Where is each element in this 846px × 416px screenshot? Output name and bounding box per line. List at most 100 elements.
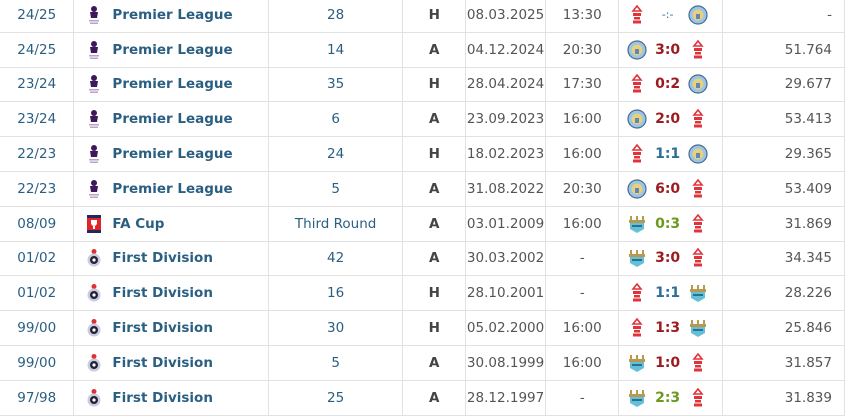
season-link[interactable]: 23/24 <box>0 101 75 138</box>
score-link[interactable]: 1:0 <box>655 354 681 371</box>
away-manchester-city-crest-icon[interactable] <box>688 144 708 164</box>
home-nottingham-forest-crest-icon[interactable] <box>627 144 647 164</box>
matchday-link[interactable]: 6 <box>267 101 404 138</box>
season-link[interactable]: 22/23 <box>0 136 75 172</box>
matchday-link[interactable]: 28 <box>267 0 404 33</box>
competition-cell: Premier League <box>73 66 269 103</box>
result-cell: 0:2 <box>618 66 723 103</box>
away-manchester-city-crest-icon[interactable] <box>688 5 708 25</box>
matchday-link[interactable]: Third Round <box>267 205 404 242</box>
match-date: 28.10.2001 <box>465 275 547 312</box>
score-link[interactable]: 3:0 <box>655 41 681 58</box>
season-link[interactable]: 99/00 <box>0 310 75 346</box>
score-link[interactable]: 2:0 <box>655 111 681 128</box>
competition-link[interactable]: Premier League <box>112 111 233 128</box>
season-link[interactable]: 08/09 <box>0 205 75 242</box>
home-nottingham-forest-crest-icon[interactable] <box>627 4 647 25</box>
season-link[interactable]: 99/00 <box>0 344 75 381</box>
competition-link[interactable]: First Division <box>112 285 213 302</box>
away-manchester-city-old-crest-icon[interactable] <box>688 318 708 338</box>
first-division-logo-icon <box>86 353 102 373</box>
competition-cell: Premier League <box>73 101 269 138</box>
competition-link[interactable]: Premier League <box>112 41 233 58</box>
season-link[interactable]: 24/25 <box>0 0 75 33</box>
score-link[interactable]: 0:3 <box>655 215 681 232</box>
score-link[interactable]: 1:1 <box>655 146 681 163</box>
premier-league-logo-icon <box>86 5 102 25</box>
season-link[interactable]: 22/23 <box>0 170 75 207</box>
away-nottingham-forest-crest-icon[interactable] <box>688 109 708 129</box>
premier-league-logo-icon <box>86 40 102 60</box>
matchday-link[interactable]: 30 <box>267 310 404 346</box>
result-cell: 1:1 <box>618 275 723 312</box>
home-nottingham-forest-crest-icon[interactable] <box>627 318 647 338</box>
competition-link[interactable]: First Division <box>112 389 213 406</box>
away-nottingham-forest-crest-icon[interactable] <box>688 178 708 199</box>
away-nottingham-forest-crest-icon[interactable] <box>688 39 708 60</box>
competition-link[interactable]: First Division <box>112 250 213 267</box>
away-nottingham-forest-crest-icon[interactable] <box>688 352 708 373</box>
score-link[interactable]: 6:0 <box>655 180 681 197</box>
away-nottingham-forest-crest-icon[interactable] <box>688 387 708 408</box>
away-manchester-city-old-crest-icon[interactable] <box>688 283 708 303</box>
match-row: 99/00 First Division 30 H 05.02.2000 16:… <box>0 310 846 346</box>
home-manchester-city-crest-icon[interactable] <box>627 109 648 129</box>
away-nottingham-forest-crest-icon[interactable] <box>688 248 708 268</box>
season-link[interactable]: 23/24 <box>0 66 75 103</box>
competition-link[interactable]: Premier League <box>112 6 233 23</box>
venue: A <box>402 344 467 381</box>
match-time: 16:00 <box>545 205 620 242</box>
competition-link[interactable]: Premier League <box>112 180 233 197</box>
season-link[interactable]: 01/02 <box>0 275 75 312</box>
score-link[interactable]: 1:3 <box>655 320 681 337</box>
first-division-logo-icon <box>86 318 102 338</box>
attendance: 29.677 <box>721 66 846 103</box>
competition-link[interactable]: Premier League <box>112 146 233 163</box>
score-link[interactable]: -:- <box>661 8 674 22</box>
competition-link[interactable]: FA Cup <box>112 215 165 232</box>
season-link[interactable]: 24/25 <box>0 31 75 68</box>
matchday-link[interactable]: 25 <box>267 379 404 416</box>
match-row: 97/98 First Division 25 A 28.12.1997 - 2… <box>0 379 846 416</box>
away-manchester-city-crest-icon[interactable] <box>688 74 708 95</box>
home-nottingham-forest-crest-icon[interactable] <box>627 74 647 94</box>
result-cell: 1:0 <box>618 344 723 381</box>
match-row: 01/02 First Division 16 H 28.10.2001 - 1… <box>0 275 846 312</box>
matchday-link[interactable]: 16 <box>267 275 404 312</box>
match-date: 18.02.2023 <box>465 136 547 172</box>
matchday-link[interactable]: 42 <box>267 240 404 277</box>
match-time: 16:00 <box>545 136 620 172</box>
matchday-link[interactable]: 35 <box>267 66 404 103</box>
match-row: 22/23 Premier League 5 A 31.08.2022 20:3… <box>0 170 846 207</box>
home-manchester-city-old-crest-icon[interactable] <box>627 353 647 373</box>
result-cell: 1:1 <box>618 136 723 172</box>
fa-cup-logo-icon <box>86 214 102 234</box>
match-time: 13:30 <box>545 0 620 33</box>
score-link[interactable]: 2:3 <box>655 389 681 406</box>
score-link[interactable]: 1:1 <box>655 285 681 302</box>
home-nottingham-forest-crest-icon[interactable] <box>627 283 647 303</box>
home-manchester-city-old-crest-icon[interactable] <box>627 388 647 408</box>
premier-league-logo-icon <box>86 74 102 94</box>
home-manchester-city-crest-icon[interactable] <box>627 179 648 199</box>
home-manchester-city-crest-icon[interactable] <box>627 40 648 60</box>
competition-link[interactable]: Premier League <box>112 76 233 93</box>
score-link[interactable]: 3:0 <box>655 250 681 267</box>
season-link[interactable]: 97/98 <box>0 379 75 416</box>
competition-link[interactable]: First Division <box>112 320 213 337</box>
match-row: 24/25 Premier League 14 A 04.12.2024 20:… <box>0 31 846 68</box>
season-link[interactable]: 01/02 <box>0 240 75 277</box>
score-link[interactable]: 0:2 <box>655 76 681 93</box>
competition-cell: First Division <box>73 240 269 277</box>
result-cell: 3:0 <box>618 240 723 277</box>
attendance: 53.413 <box>721 101 846 138</box>
away-nottingham-forest-crest-icon[interactable] <box>688 213 708 234</box>
home-manchester-city-old-crest-icon[interactable] <box>627 248 647 268</box>
matchday-link[interactable]: 5 <box>267 170 404 207</box>
matchday-link[interactable]: 5 <box>267 344 404 381</box>
matchday-link[interactable]: 14 <box>267 31 404 68</box>
home-manchester-city-old-crest-icon[interactable] <box>627 214 647 234</box>
matchday-link[interactable]: 24 <box>267 136 404 172</box>
competition-cell: Premier League <box>73 31 269 68</box>
competition-link[interactable]: First Division <box>112 354 213 371</box>
